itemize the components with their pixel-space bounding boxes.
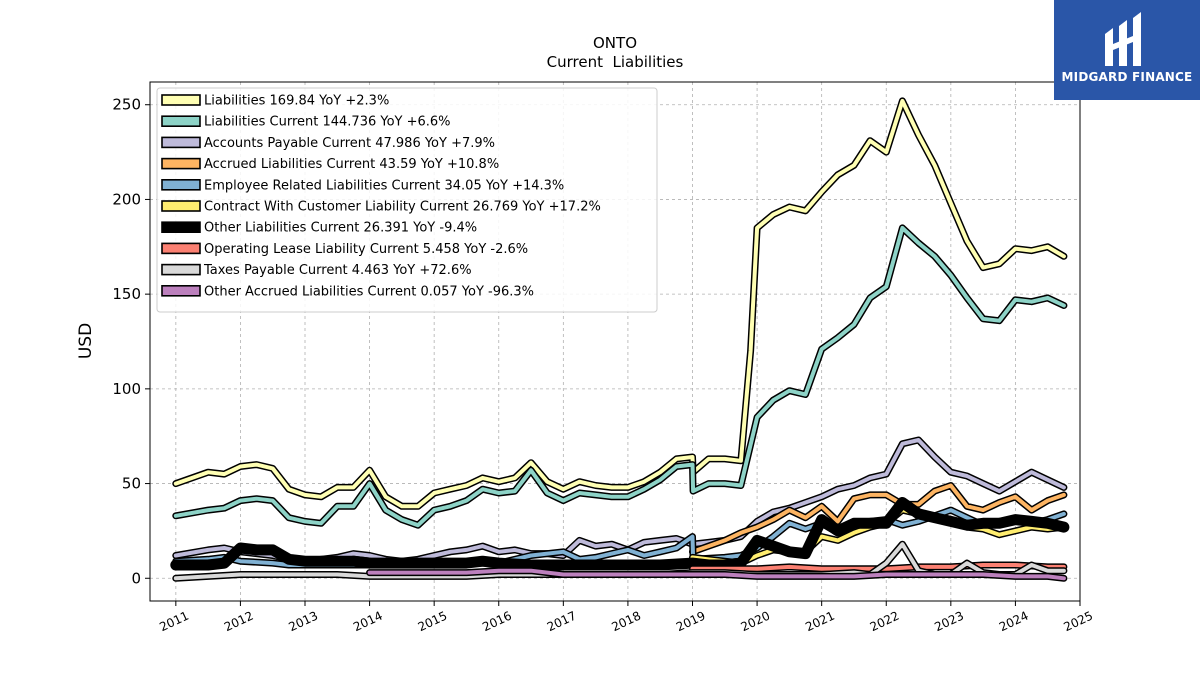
legend-entry-label: Accrued Liabilities Current 43.59 YoY +1…	[204, 157, 499, 172]
series-line-7	[690, 563, 1066, 571]
brand-mark-icon	[1105, 12, 1141, 66]
x-tick-label: 2023	[932, 609, 966, 635]
series-line-6	[171, 498, 1068, 569]
series-line-9	[367, 568, 1066, 581]
y-axis-label: USD	[76, 323, 96, 359]
legend-swatch	[161, 284, 201, 297]
legend-entry-label: Liabilities Current 144.736 YoY +6.6%	[204, 115, 451, 130]
x-tick-label: 2017	[545, 609, 579, 635]
brand-logo: MIDGARD FINANCE	[1054, 0, 1200, 100]
x-tick-label: 2015	[416, 609, 450, 635]
y-tick-label: 150	[112, 285, 141, 303]
x-tick-label: 2025	[1062, 609, 1096, 635]
x-tick-label: 2018	[609, 609, 643, 635]
series-line-1	[173, 225, 1066, 528]
legend-swatch	[161, 242, 201, 255]
legend-swatch	[161, 115, 201, 127]
plot-frame	[149, 81, 1081, 602]
x-tick-label: 2020	[739, 609, 773, 635]
legend-swatch	[161, 263, 201, 276]
legend-swatch	[161, 200, 201, 212]
x-tick-label: 2024	[997, 609, 1031, 635]
x-tick-label: 2019	[674, 609, 708, 635]
series-lines	[170, 97, 1070, 582]
x-tick-label: 2014	[351, 609, 385, 635]
x-tick-label: 2022	[868, 609, 902, 635]
legend-entry-label: Taxes Payable Current 4.463 YoY +72.6%	[203, 263, 472, 278]
series-line-2	[173, 438, 1066, 564]
chart-title: ONTO	[593, 34, 637, 52]
brand-name: MIDGARD FINANCE	[1061, 70, 1193, 84]
legend-entry-label: Accounts Payable Current 47.986 YoY +7.9…	[204, 136, 495, 151]
x-tick-label: 2012	[222, 609, 256, 635]
y-tick-label: 100	[112, 380, 141, 398]
legend-entry-label: Liabilities 169.84 YoY +2.3%	[204, 94, 389, 109]
series-outline-2	[172, 436, 1068, 565]
series-line-0	[173, 98, 1066, 509]
x-tick-label: 2013	[287, 609, 321, 635]
y-tick-label: 200	[112, 190, 141, 208]
legend-entry-label: Other Accrued Liabilities Current 0.057 …	[204, 284, 534, 299]
y-tick-label: 250	[112, 96, 141, 114]
series-line-3	[690, 483, 1066, 554]
series-outline-6	[170, 497, 1070, 571]
legend-swatch	[161, 136, 201, 149]
legend-entry-label: Contract With Customer Liability Current…	[204, 200, 601, 215]
y-tick-label: 0	[131, 569, 141, 587]
y-tick-label: 50	[122, 475, 141, 493]
legend-entry-label: Other Liabilities Current 26.391 YoY -9.…	[204, 221, 477, 236]
x-tick-label: 2021	[803, 609, 837, 635]
chart-subtitle: Current Liabilities	[547, 53, 684, 71]
legend-entry-label: Employee Related Liabilities Current 34.…	[204, 178, 564, 193]
x-tick-label: 2011	[157, 609, 191, 635]
legend-swatch	[161, 157, 201, 170]
legend: Liabilities 169.84 YoY +2.3% Liabilities …	[156, 87, 658, 313]
x-tick-label: 2016	[480, 609, 514, 635]
legend-swatch	[161, 221, 201, 233]
legend-box	[156, 87, 658, 313]
legend-entry-label: Operating Lease Liability Current 5.458 …	[204, 242, 528, 257]
legend-swatch	[161, 179, 201, 191]
legend-swatch	[161, 94, 201, 106]
